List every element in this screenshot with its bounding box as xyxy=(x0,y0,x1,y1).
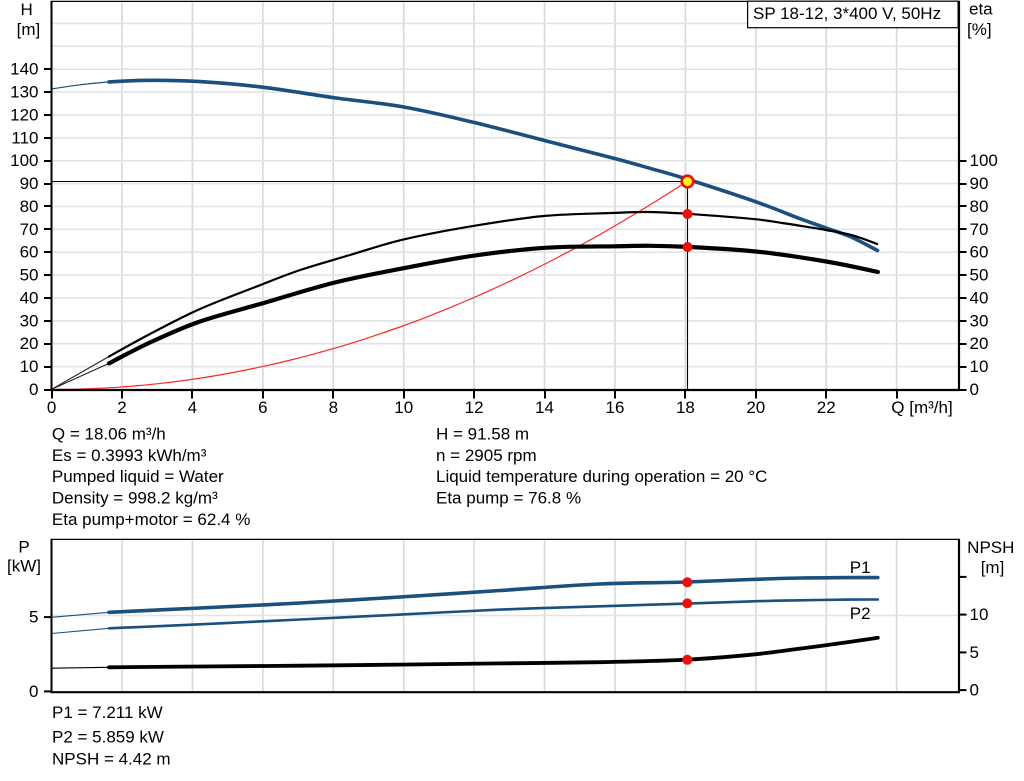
svg-text:0: 0 xyxy=(47,398,56,417)
svg-text:140: 140 xyxy=(10,60,38,79)
svg-text:100: 100 xyxy=(970,151,998,170)
svg-text:5: 5 xyxy=(970,643,979,662)
svg-text:0: 0 xyxy=(970,681,979,700)
svg-text:H = 91.58 m: H = 91.58 m xyxy=(436,424,529,443)
svg-text:Eta pump = 76.8 %: Eta pump = 76.8 % xyxy=(436,489,581,508)
svg-text:NPSH: NPSH xyxy=(967,538,1014,557)
svg-text:P2 = 5.859 kW: P2 = 5.859 kW xyxy=(52,728,164,747)
svg-text:Q [m³/h]: Q [m³/h] xyxy=(891,398,952,417)
svg-text:14: 14 xyxy=(535,398,554,417)
svg-text:20: 20 xyxy=(970,334,989,353)
svg-text:50: 50 xyxy=(970,266,989,285)
svg-text:10: 10 xyxy=(394,398,413,417)
svg-text:60: 60 xyxy=(20,243,39,262)
svg-text:90: 90 xyxy=(20,174,39,193)
svg-text:P1 = 7.211 kW: P1 = 7.211 kW xyxy=(52,703,163,722)
svg-text:[m]: [m] xyxy=(981,558,1005,577)
svg-text:50: 50 xyxy=(20,266,39,285)
svg-text:eta: eta xyxy=(969,0,993,18)
svg-text:12: 12 xyxy=(465,398,484,417)
svg-text:NPSH = 4.42 m: NPSH = 4.42 m xyxy=(52,750,171,769)
svg-text:110: 110 xyxy=(11,128,38,147)
svg-text:Pumped liquid = Water: Pumped liquid = Water xyxy=(52,467,224,486)
svg-text:0: 0 xyxy=(29,380,38,399)
svg-text:P2: P2 xyxy=(850,604,871,623)
svg-text:70: 70 xyxy=(970,220,989,239)
svg-text:10: 10 xyxy=(970,357,989,376)
svg-text:P1: P1 xyxy=(850,558,871,577)
svg-text:30: 30 xyxy=(970,311,989,330)
svg-text:90: 90 xyxy=(970,174,989,193)
svg-text:0: 0 xyxy=(29,682,38,701)
svg-text:SP 18-12, 3*400 V, 50Hz: SP 18-12, 3*400 V, 50Hz xyxy=(753,4,941,23)
svg-text:P: P xyxy=(18,538,29,557)
svg-text:70: 70 xyxy=(20,220,39,239)
svg-text:4: 4 xyxy=(188,398,197,417)
svg-text:Density = 998.2 kg/m³: Density = 998.2 kg/m³ xyxy=(52,489,218,508)
svg-text:[%]: [%] xyxy=(967,20,992,39)
svg-text:130: 130 xyxy=(10,83,38,102)
svg-text:16: 16 xyxy=(606,398,625,417)
svg-text:Eta pump+motor = 62.4 %: Eta pump+motor = 62.4 % xyxy=(52,510,250,529)
svg-text:80: 80 xyxy=(20,197,39,216)
svg-text:100: 100 xyxy=(10,151,38,170)
svg-text:Q = 18.06 m³/h: Q = 18.06 m³/h xyxy=(52,424,166,443)
svg-text:40: 40 xyxy=(20,289,39,308)
svg-text:Liquid temperature during oper: Liquid temperature during operation = 20… xyxy=(436,467,767,486)
svg-text:20: 20 xyxy=(746,398,765,417)
svg-text:[kW]: [kW] xyxy=(7,557,41,576)
svg-text:2: 2 xyxy=(117,398,126,417)
svg-text:120: 120 xyxy=(10,105,38,124)
svg-text:10: 10 xyxy=(20,357,39,376)
svg-text:H: H xyxy=(20,0,32,19)
svg-text:[m]: [m] xyxy=(17,20,41,39)
svg-text:10: 10 xyxy=(970,605,989,624)
svg-text:Es = 0.3993 kWh/m³: Es = 0.3993 kWh/m³ xyxy=(52,446,207,465)
svg-text:30: 30 xyxy=(20,311,39,330)
svg-text:8: 8 xyxy=(329,398,338,417)
svg-text:22: 22 xyxy=(817,398,836,417)
svg-text:40: 40 xyxy=(970,289,989,308)
svg-text:6: 6 xyxy=(258,398,267,417)
svg-text:20: 20 xyxy=(20,334,39,353)
svg-text:n = 2905 rpm: n = 2905 rpm xyxy=(436,446,537,465)
svg-text:0: 0 xyxy=(970,380,979,399)
svg-text:60: 60 xyxy=(970,243,989,262)
svg-text:5: 5 xyxy=(29,608,38,627)
svg-text:18: 18 xyxy=(676,398,695,417)
svg-text:80: 80 xyxy=(970,197,989,216)
